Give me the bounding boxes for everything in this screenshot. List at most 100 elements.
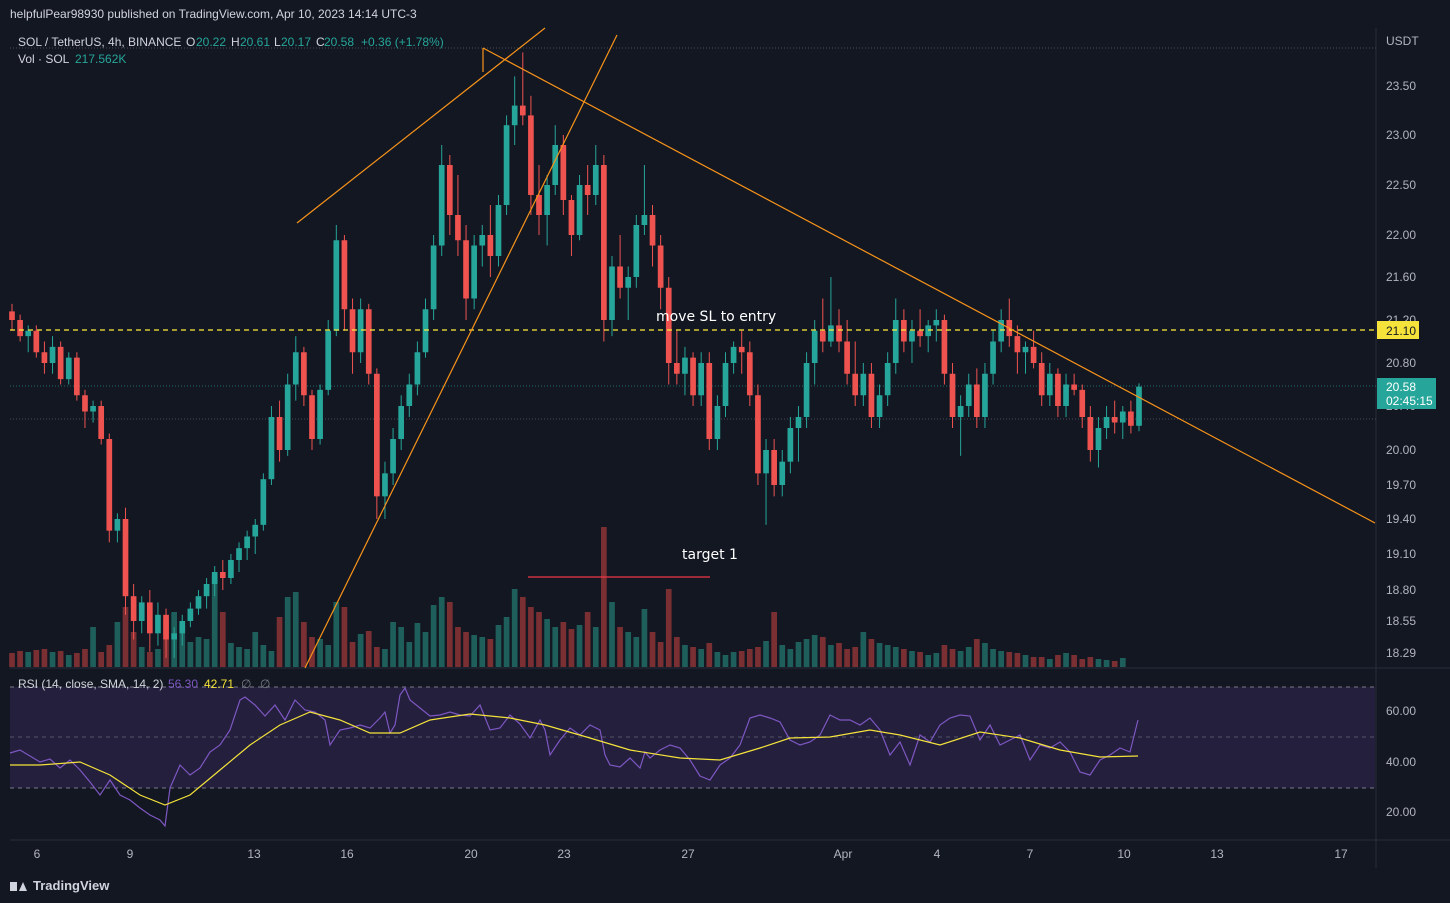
candle[interactable] [309, 389, 315, 450]
candle[interactable] [641, 165, 648, 235]
candle[interactable] [511, 76, 518, 145]
candle[interactable] [1136, 383, 1142, 432]
candle[interactable] [65, 352, 72, 385]
candle[interactable] [203, 578, 210, 609]
candle[interactable] [90, 400, 96, 423]
candle[interactable] [1046, 363, 1053, 406]
candle[interactable] [155, 602, 161, 646]
candle[interactable] [601, 155, 607, 342]
candle[interactable] [195, 590, 202, 615]
candle[interactable] [284, 373, 291, 456]
candle[interactable] [252, 519, 259, 554]
candle[interactable] [349, 298, 356, 374]
candle[interactable] [925, 320, 932, 353]
candle[interactable] [949, 363, 956, 428]
candle[interactable] [771, 439, 777, 497]
candle[interactable] [941, 314, 948, 385]
move-sl-annotation[interactable]: move SL to entry [656, 309, 776, 325]
candle[interactable] [617, 235, 623, 299]
candle[interactable] [292, 336, 299, 401]
candle[interactable] [438, 145, 445, 256]
candle[interactable] [33, 325, 40, 358]
candle[interactable] [211, 566, 218, 597]
candle[interactable] [730, 341, 737, 374]
candle[interactable] [357, 298, 364, 364]
candle[interactable] [187, 602, 194, 628]
candle[interactable] [49, 336, 56, 374]
candle[interactable] [884, 352, 891, 406]
candle[interactable] [236, 542, 242, 572]
candle[interactable] [268, 406, 275, 485]
candle[interactable] [471, 235, 477, 310]
candle[interactable] [57, 341, 64, 385]
candle[interactable] [519, 52, 526, 126]
candle[interactable] [244, 530, 250, 560]
candle[interactable] [665, 277, 672, 385]
candle[interactable] [333, 225, 340, 337]
candle[interactable] [138, 596, 145, 634]
candle[interactable] [868, 363, 875, 428]
time-axis[interactable]: 6 9 13 16 20 23 27 Apr 4 7 10 13 17 [34, 847, 1348, 861]
candle[interactable] [787, 417, 794, 474]
candle[interactable] [982, 363, 988, 428]
candle[interactable] [803, 352, 810, 428]
candle[interactable] [844, 320, 850, 385]
candle[interactable] [657, 235, 664, 310]
candle[interactable] [122, 507, 129, 615]
candle[interactable] [706, 352, 713, 450]
candle[interactable] [9, 303, 15, 331]
candle[interactable] [625, 266, 632, 321]
candlesticks[interactable] [9, 52, 1142, 658]
candle[interactable] [819, 298, 826, 353]
candle[interactable] [965, 373, 972, 417]
candle[interactable] [698, 352, 705, 406]
candle[interactable] [382, 461, 388, 519]
candle[interactable] [811, 320, 818, 385]
candle[interactable] [649, 205, 656, 267]
candle[interactable] [82, 389, 88, 428]
candle[interactable] [1063, 373, 1069, 417]
candle[interactable] [1119, 406, 1126, 439]
candle[interactable] [130, 584, 137, 640]
candle[interactable] [592, 145, 599, 205]
candle[interactable] [406, 373, 413, 417]
candle[interactable] [860, 363, 867, 406]
candle[interactable] [1055, 368, 1061, 417]
candle[interactable] [763, 439, 769, 525]
candle[interactable] [568, 195, 575, 256]
candle[interactable] [374, 368, 380, 519]
candle[interactable] [998, 309, 1005, 353]
candle[interactable] [487, 205, 494, 277]
candle[interactable] [414, 341, 421, 396]
candle[interactable] [1111, 400, 1118, 434]
candle[interactable] [503, 115, 510, 215]
candle[interactable] [163, 608, 169, 658]
candle[interactable] [179, 614, 186, 646]
candle[interactable] [41, 341, 48, 374]
candle[interactable] [446, 155, 453, 235]
candle[interactable] [228, 554, 234, 584]
candle[interactable] [317, 384, 323, 445]
candle[interactable] [576, 175, 583, 241]
candle[interactable] [852, 341, 859, 407]
candle[interactable] [714, 395, 721, 450]
descending-trendline[interactable] [482, 47, 1376, 524]
candle[interactable] [633, 215, 640, 288]
candle[interactable] [219, 560, 226, 590]
candle[interactable] [674, 330, 680, 385]
candle[interactable] [990, 330, 996, 385]
candle[interactable] [495, 195, 502, 267]
candle[interactable] [1128, 400, 1134, 434]
candle[interactable] [609, 256, 615, 337]
candle[interactable] [544, 175, 550, 246]
candle[interactable] [690, 352, 696, 406]
candle[interactable] [876, 384, 883, 429]
candle[interactable] [755, 384, 761, 486]
candle[interactable] [909, 320, 915, 363]
candle[interactable] [528, 95, 534, 215]
candle[interactable] [1087, 406, 1094, 462]
candle[interactable] [828, 277, 834, 347]
candle[interactable] [682, 346, 688, 396]
wedge-support-line[interactable] [304, 34, 618, 669]
candle[interactable] [74, 352, 80, 401]
